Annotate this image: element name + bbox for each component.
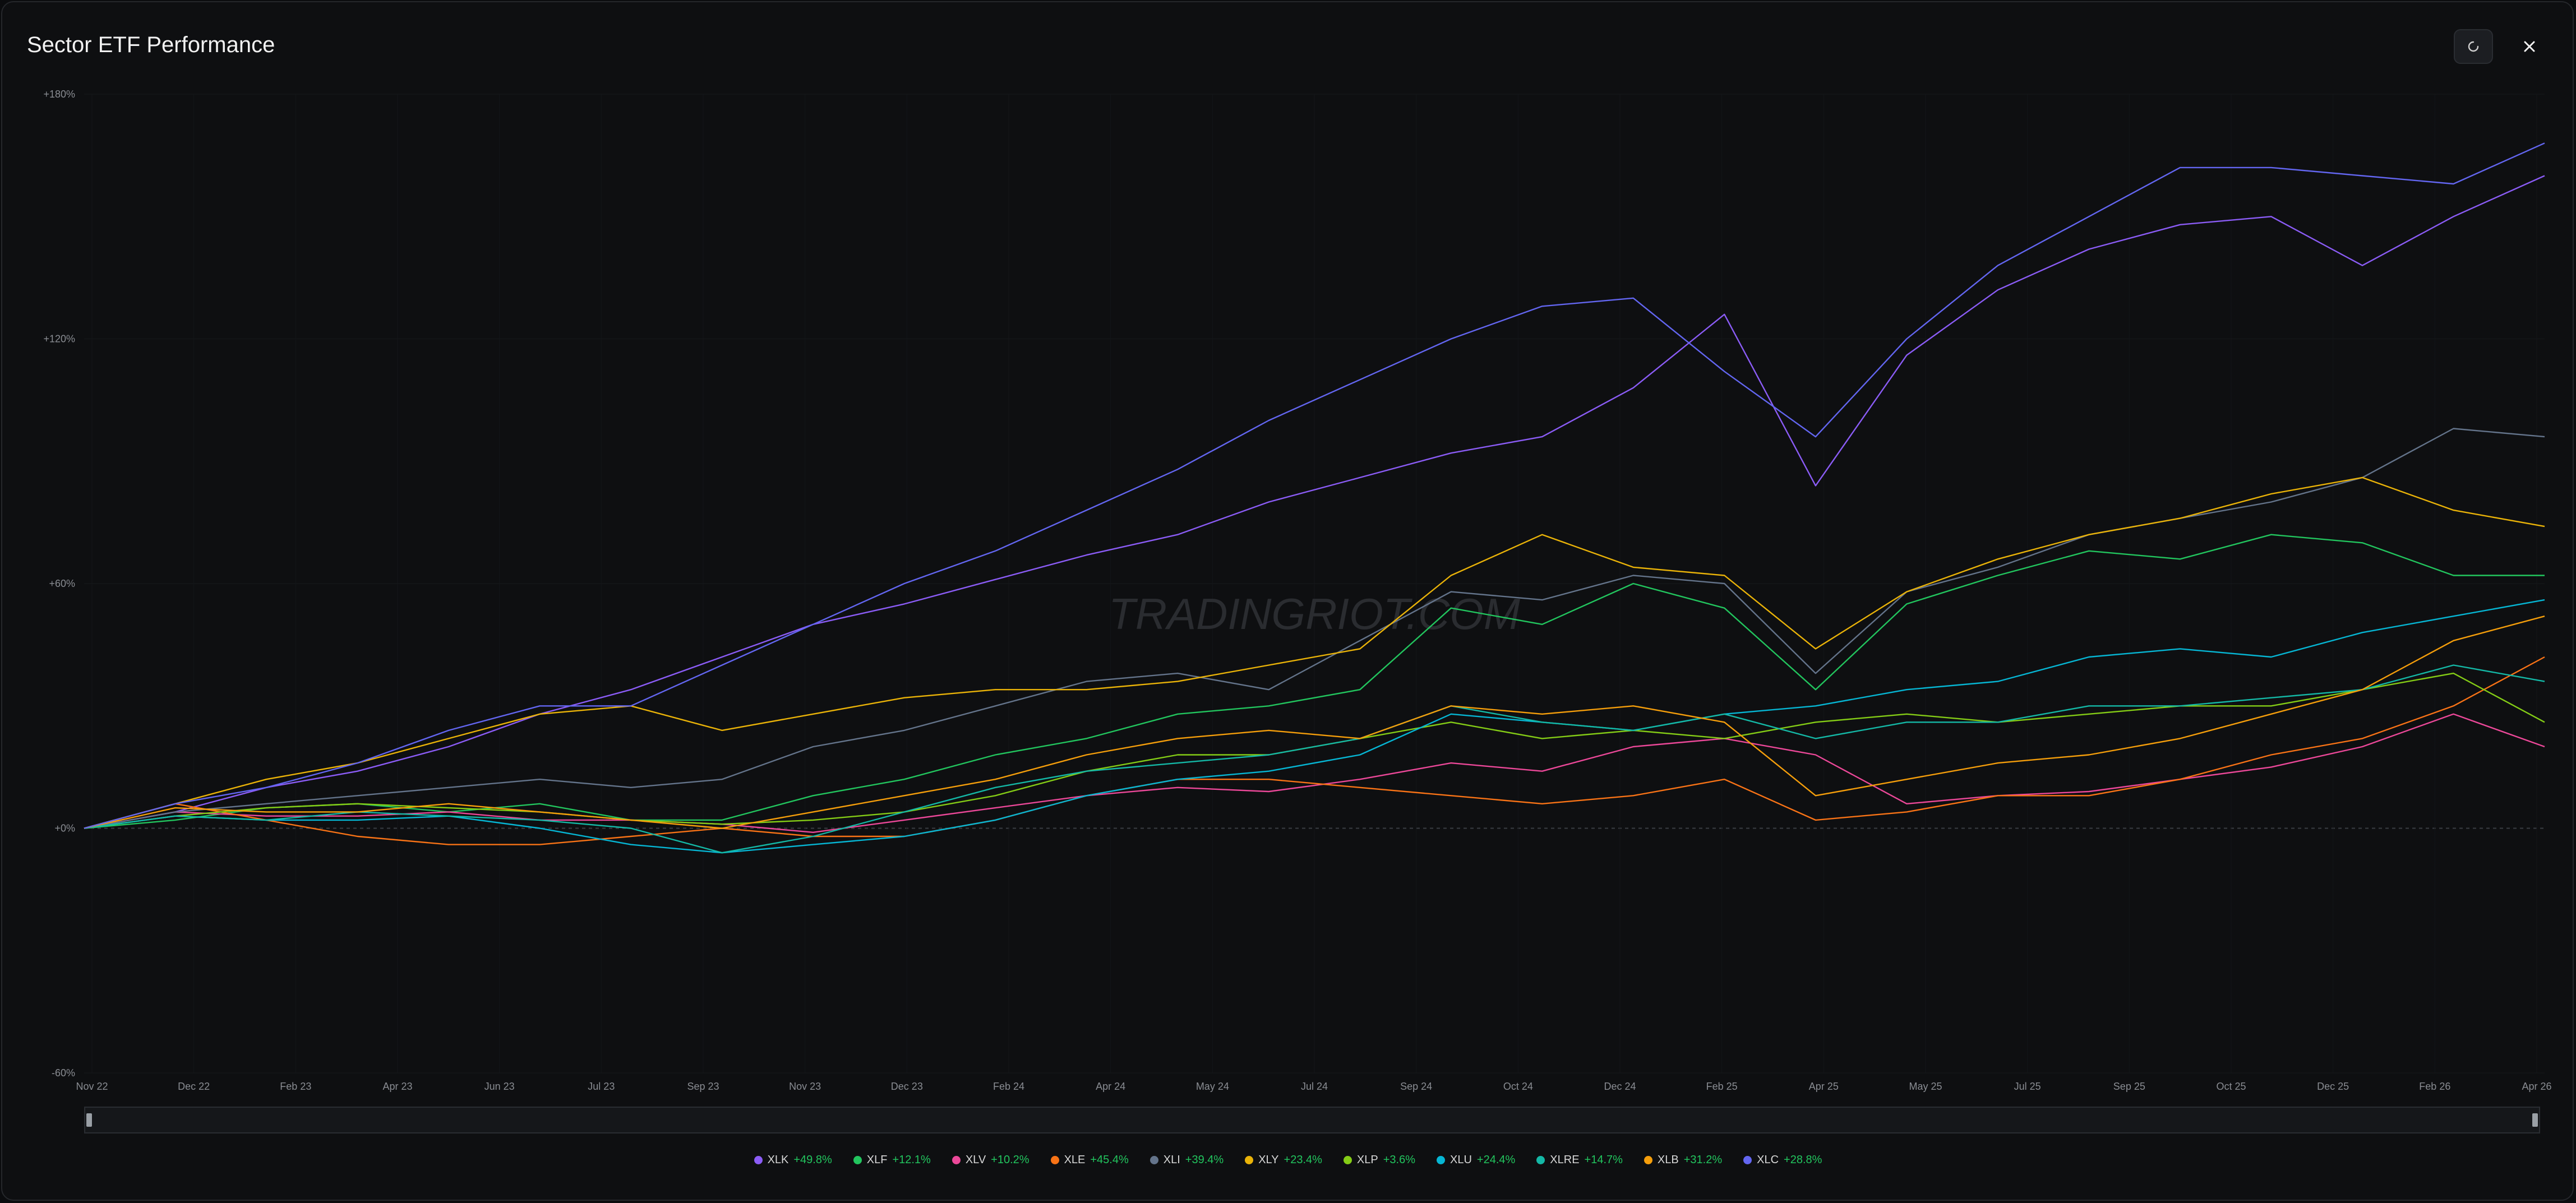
series-line-xle	[84, 656, 2545, 845]
legend-item-xli[interactable]: XLI +39.4%	[1149, 1154, 1224, 1167]
refresh-icon	[2468, 41, 2479, 52]
x-tick-label: Feb 23	[280, 1081, 311, 1092]
legend-item-xlc[interactable]: XLC +28.8%	[1743, 1154, 1822, 1167]
legend-item-xlk[interactable]: XLK +49.8%	[754, 1154, 832, 1167]
y-tick-label: +120%	[43, 334, 75, 345]
range-start-handle[interactable]	[86, 1113, 92, 1127]
legend-change: +14.7%	[1584, 1154, 1623, 1166]
legend-label: XLU	[1449, 1154, 1472, 1166]
legend-change: +39.4%	[1185, 1154, 1224, 1166]
x-tick-label: Sep 25	[2113, 1081, 2145, 1092]
legend-dot-icon	[1436, 1156, 1445, 1164]
legend-change: +28.8%	[1784, 1154, 1822, 1166]
legend-change: +45.4%	[1090, 1154, 1129, 1166]
legend-label: XLF	[866, 1154, 888, 1166]
range-end-handle[interactable]	[2532, 1113, 2538, 1127]
x-tick-label: Dec 24	[1604, 1081, 1636, 1092]
legend-change: +23.4%	[1284, 1154, 1322, 1166]
x-tick-label: Apr 23	[382, 1081, 412, 1092]
legend-change: +31.2%	[1683, 1154, 1723, 1166]
y-tick-label: +0%	[54, 823, 75, 834]
x-tick-label: Jul 25	[2014, 1081, 2041, 1092]
y-tick-label: -60%	[52, 1067, 75, 1079]
series-line-xlk	[84, 175, 2545, 829]
x-tick-label: Feb 26	[2419, 1081, 2450, 1092]
legend-label: XLV	[965, 1154, 986, 1166]
legend-change: +10.2%	[991, 1154, 1030, 1166]
legend-item-xly[interactable]: XLY +23.4%	[1245, 1154, 1322, 1167]
legend-dot-icon	[1644, 1156, 1652, 1164]
legend-dot-icon	[1149, 1156, 1158, 1164]
legend-change: +49.8%	[793, 1154, 832, 1166]
x-tick-label: Oct 24	[1503, 1081, 1533, 1092]
x-tick-label: Sep 23	[687, 1081, 719, 1092]
series-line-xlre	[84, 664, 2545, 854]
series-line-xly	[84, 476, 2545, 829]
x-tick-label: Oct 25	[2216, 1081, 2246, 1092]
legend-item-xlre[interactable]: XLRE +14.7%	[1536, 1154, 1623, 1167]
x-tick-label: Sep 24	[1400, 1081, 1432, 1092]
series-line-xlc	[84, 142, 2545, 829]
legend-change: +24.4%	[1476, 1154, 1516, 1166]
legend-dot-icon	[1245, 1156, 1254, 1164]
legend-dot-icon	[1743, 1156, 1752, 1164]
x-tick-label: Apr 24	[1096, 1081, 1125, 1092]
x-tick-label: Dec 23	[891, 1081, 923, 1092]
x-tick-label: Nov 23	[789, 1081, 821, 1092]
legend-dot-icon	[853, 1156, 862, 1164]
x-tick-label: Nov 22	[76, 1081, 108, 1092]
legend-item-xlf[interactable]: XLF +12.1%	[853, 1154, 931, 1167]
y-tick-label: +60%	[49, 578, 75, 589]
close-button[interactable]	[2510, 29, 2549, 64]
watermark: TRADINGRIOT.COM	[1109, 589, 1520, 638]
legend-dot-icon	[952, 1156, 961, 1164]
legend-label: XLK	[767, 1154, 789, 1166]
legend-change: +12.1%	[892, 1154, 931, 1166]
legend-item-xle[interactable]: XLE +45.4%	[1050, 1154, 1129, 1167]
legend-label: XLB	[1657, 1154, 1679, 1166]
legend-item-xlu[interactable]: XLU +24.4%	[1436, 1154, 1516, 1167]
legend-label: XLC	[1757, 1154, 1779, 1166]
x-tick-label: Feb 25	[1706, 1081, 1738, 1092]
series-line-xlb	[84, 616, 2545, 829]
x-tick-label: May 25	[1909, 1081, 1942, 1092]
legend-dot-icon	[1343, 1156, 1352, 1164]
refresh-button[interactable]	[2454, 29, 2493, 64]
x-tick-label: Jul 23	[588, 1081, 615, 1092]
x-tick-label: Dec 22	[178, 1081, 210, 1092]
range-navigator[interactable]	[84, 1107, 2540, 1133]
legend-item-xlp[interactable]: XLP +3.6%	[1343, 1154, 1415, 1167]
legend-label: XLRE	[1550, 1154, 1580, 1166]
legend-label: XLI	[1163, 1154, 1180, 1166]
legend-change: +3.6%	[1383, 1154, 1415, 1166]
legend-label: XLP	[1356, 1154, 1378, 1166]
x-tick-label: Apr 25	[1809, 1081, 1839, 1092]
x-tick-label: Apr 26	[2522, 1081, 2551, 1092]
x-tick-label: Jun 23	[484, 1081, 515, 1092]
legend-label: XLE	[1064, 1154, 1086, 1166]
legend: XLK +49.8% XLF +12.1% XLV +10.2% XLE +45.4% XLI +…	[0, 1154, 2576, 1167]
series-line-xlu	[84, 599, 2545, 854]
x-tick-label: Feb 24	[993, 1081, 1024, 1092]
y-tick-label: +180%	[43, 89, 75, 100]
legend-label: XLY	[1258, 1154, 1279, 1166]
legend-dot-icon	[754, 1156, 763, 1164]
legend-dot-icon	[1536, 1156, 1545, 1164]
line-chart: TRADINGRIOT.COM +180% +120% +60% +0% -60% No…	[43, 89, 2551, 1092]
legend-dot-icon	[1050, 1156, 1059, 1164]
legend-item-xlb[interactable]: XLB +31.2%	[1644, 1154, 1722, 1167]
series-line-xlv	[84, 713, 2545, 834]
legend-item-xlv[interactable]: XLV +10.2%	[952, 1154, 1030, 1167]
x-tick-label: May 24	[1196, 1081, 1229, 1092]
close-icon	[2524, 41, 2535, 52]
x-tick-label: Jul 24	[1301, 1081, 1328, 1092]
page-title: Sector ETF Performance	[27, 33, 275, 57]
x-tick-label: Dec 25	[2317, 1081, 2349, 1092]
